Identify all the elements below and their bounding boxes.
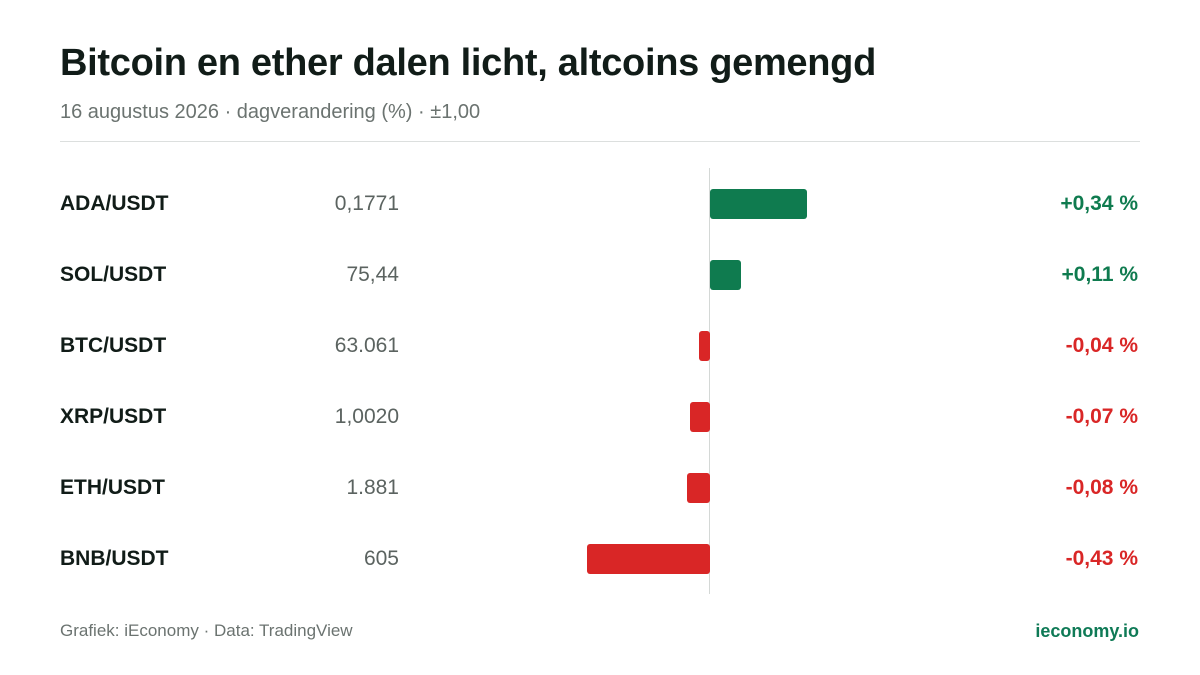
change-label: +0,34 %: [1060, 192, 1138, 215]
chart-row: BNB/USDT 605 -0,43 %: [60, 539, 1140, 579]
footer-credit: Grafiek: iEconomy · Data: TradingView: [60, 621, 353, 640]
chart-subtitle: 16 augustus 2026 · dagverandering (%) · …: [60, 101, 481, 123]
price-label: 63.061: [334, 334, 399, 357]
pair-label: BNB/USDT: [60, 547, 169, 570]
chart-row: SOL/USDT 75,44 +0,11 %: [60, 255, 1140, 295]
header-divider: [60, 141, 1140, 142]
change-label: -0,07 %: [1065, 405, 1138, 428]
bar-positive: [710, 260, 742, 290]
chart-row: XRP/USDT 1,0020 -0,07 %: [60, 397, 1140, 437]
bar-positive: [710, 189, 807, 219]
pair-label: XRP/USDT: [60, 405, 167, 428]
change-label: -0,43 %: [1065, 547, 1138, 570]
pair-label: BTC/USDT: [60, 334, 167, 357]
footer-site-link[interactable]: ieconomy.io: [1035, 621, 1139, 641]
chart-row: ETH/USDT 1.881 -0,08 %: [60, 468, 1140, 508]
price-label: 1.881: [346, 476, 399, 499]
bar-negative: [698, 331, 710, 361]
pair-label: ETH/USDT: [60, 476, 165, 499]
price-label: 75,44: [346, 263, 399, 286]
change-label: -0,08 %: [1065, 476, 1138, 499]
change-label: +0,11 %: [1061, 263, 1138, 286]
chart-row: BTC/USDT 63.061 -0,04 %: [60, 326, 1140, 366]
chart-title: Bitcoin en ether dalen licht, altcoins g…: [60, 42, 877, 84]
change-label: -0,04 %: [1065, 334, 1138, 357]
price-label: 0,1771: [334, 192, 399, 215]
pair-label: SOL/USDT: [60, 263, 167, 286]
bar-negative: [687, 473, 710, 503]
bar-negative: [587, 544, 710, 574]
price-label: 605: [363, 547, 399, 570]
price-label: 1,0020: [334, 405, 399, 428]
zero-axis-line: [709, 168, 710, 594]
bar-negative: [690, 402, 710, 432]
chart-row: ADA/USDT 0,1771 +0,34 %: [60, 184, 1140, 224]
pair-label: ADA/USDT: [60, 192, 169, 215]
